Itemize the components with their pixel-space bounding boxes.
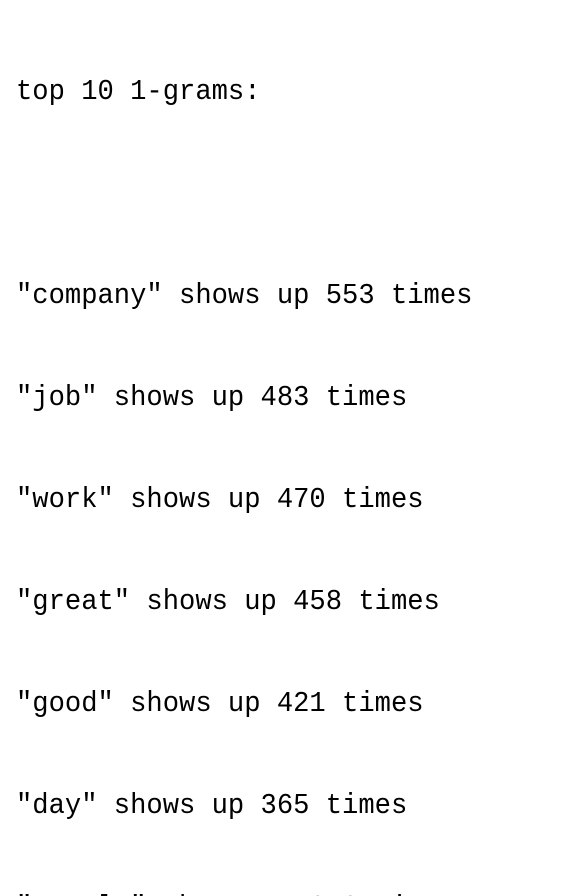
output-line-4: "great" shows up 458 times — [16, 586, 440, 618]
output-line-5: "good" shows up 421 times — [16, 688, 424, 720]
output-line-1: "company" shows up 553 times — [16, 280, 473, 312]
output-line-3: "work" shows up 470 times — [16, 484, 424, 516]
output-line-6: "day" shows up 365 times — [16, 790, 408, 822]
output-line-7: "people" shows up 343 times — [16, 891, 521, 896]
text-output-block: top 10 1-grams: "company" shows up 553 t… — [16, 7, 521, 896]
output-header: top 10 1-grams: — [16, 76, 261, 108]
blank-line — [16, 177, 521, 211]
output-line-2: "job" shows up 483 times — [16, 382, 408, 414]
